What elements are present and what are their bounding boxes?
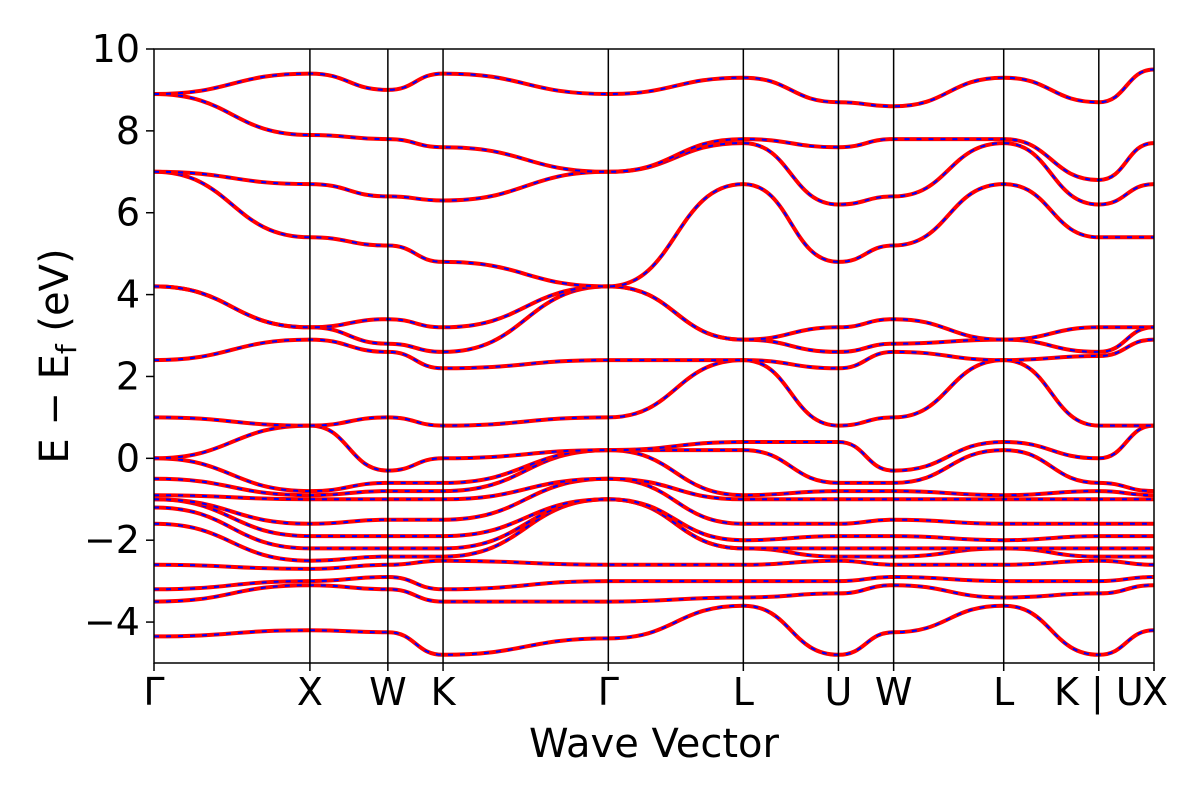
- y-axis-ticks: −4 −2 0 2 4 6 8 10: [84, 27, 154, 644]
- band-line-blue-dashed: [154, 575, 1154, 591]
- x-tick-label: Γ: [598, 670, 619, 714]
- y-tick-label: 10: [92, 27, 140, 71]
- y-axis-label-unit: (eV): [32, 248, 78, 344]
- band-line-blue-dashed: [154, 559, 1154, 570]
- high-symmetry-lines: [309, 49, 1100, 663]
- band-line-blue-dashed: [154, 359, 1154, 427]
- plot-frame: [153, 48, 1155, 664]
- band-line-blue-dashed: [154, 170, 1154, 288]
- y-tick-label: 2: [116, 354, 140, 398]
- y-tick-label: −4: [84, 600, 140, 644]
- x-tick-label: L: [733, 670, 754, 714]
- x-tick-label: K | U: [1054, 670, 1144, 715]
- y-tick-label: 6: [116, 191, 140, 235]
- x-tick-label: W: [875, 670, 913, 714]
- y-tick-label: −2: [84, 518, 140, 562]
- band-line-blue-dashed: [154, 68, 1154, 108]
- y-axis-label: E − Ef (eV): [32, 248, 83, 463]
- band-line-blue-dashed: [154, 93, 1154, 182]
- band-line-blue-dashed: [154, 142, 1154, 206]
- band-line-blue-dashed: [154, 285, 1154, 341]
- x-tick-label: X: [297, 670, 323, 714]
- band-line-blue-dashed: [154, 424, 1154, 472]
- x-axis-label: Wave Vector: [529, 721, 780, 767]
- y-axis-label-main: E − E: [32, 354, 78, 464]
- band-line-blue-dashed: [154, 338, 1154, 370]
- y-tick-label: 0: [116, 436, 140, 480]
- band-line-blue-dashed: [154, 477, 1154, 525]
- x-tick-label: W: [369, 670, 407, 714]
- y-tick-label: 4: [116, 273, 140, 317]
- y-axis-label-subscript: f: [50, 343, 83, 354]
- x-tick-label: L: [993, 670, 1014, 714]
- band-line-blue-dashed: [154, 477, 1154, 501]
- x-tick-label: Γ: [143, 670, 164, 714]
- x-tick-label: U: [825, 670, 853, 714]
- band-line-blue-dashed: [154, 449, 1154, 493]
- x-tick-label: X: [1142, 670, 1168, 714]
- x-tick-label: K: [431, 670, 457, 714]
- y-tick-label: 8: [116, 109, 140, 153]
